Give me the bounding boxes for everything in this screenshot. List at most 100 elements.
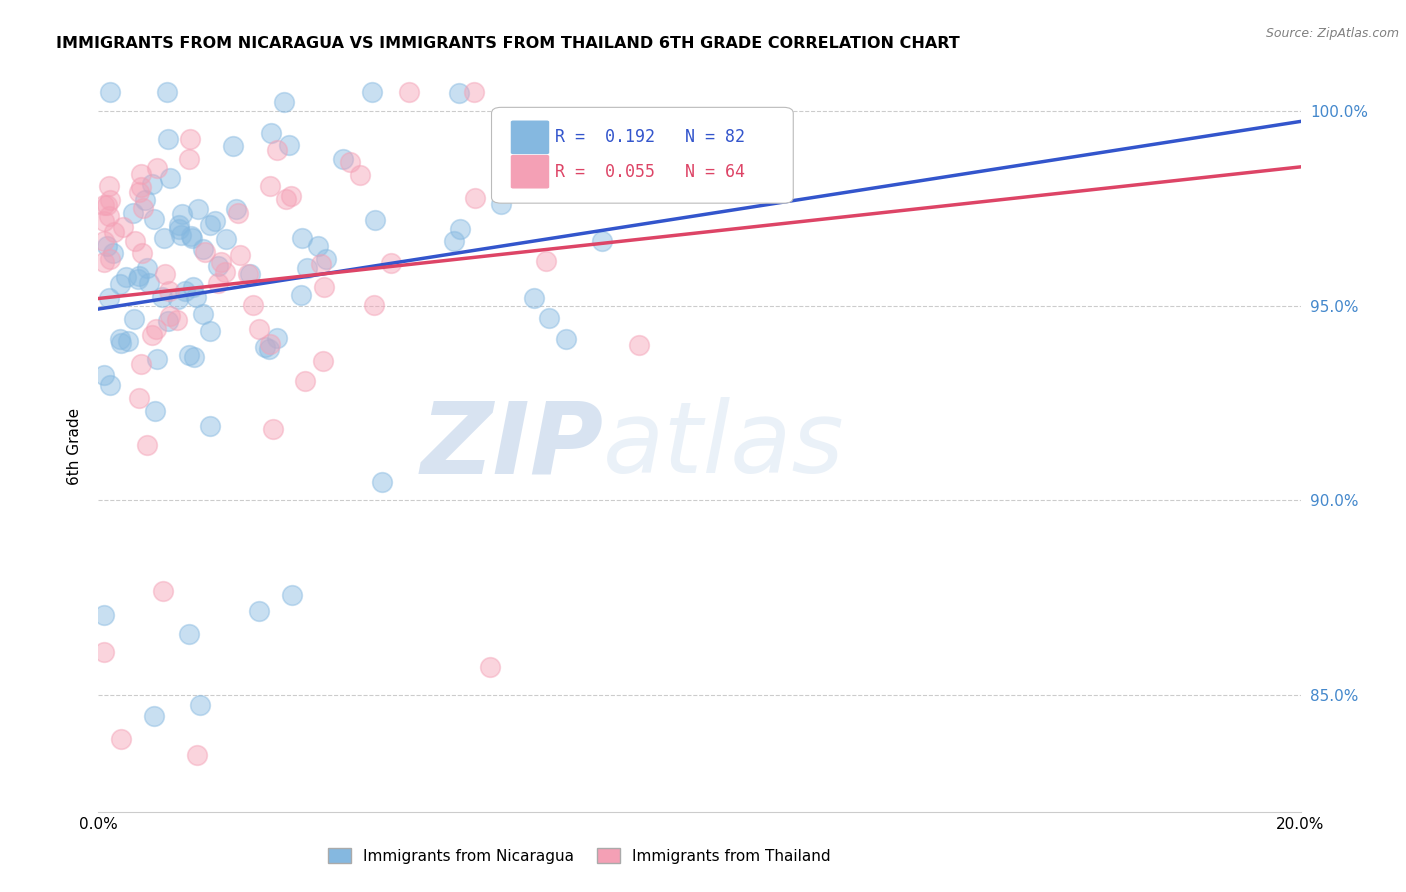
Point <box>188 698 211 713</box>
Point <box>128 391 150 405</box>
Point <box>177 626 200 640</box>
Point <box>128 186 150 200</box>
Point <box>141 177 163 191</box>
Text: R =  0.055   N = 64: R = 0.055 N = 64 <box>555 162 745 181</box>
Point <box>198 218 221 232</box>
Point <box>259 178 281 193</box>
Point <box>131 245 153 260</box>
Point <box>170 228 193 243</box>
Point <box>124 234 146 248</box>
Point <box>290 288 312 302</box>
Point <box>398 85 420 99</box>
Point <box>128 269 150 284</box>
Point <box>179 132 201 146</box>
Point <box>191 307 214 321</box>
Point <box>93 198 115 212</box>
Y-axis label: 6th Grade: 6th Grade <box>66 408 82 484</box>
Point <box>555 332 578 346</box>
Point <box>117 334 139 349</box>
Point <box>127 271 149 285</box>
Text: Source: ZipAtlas.com: Source: ZipAtlas.com <box>1265 27 1399 40</box>
Point <box>309 257 332 271</box>
Point <box>97 178 120 193</box>
Point <box>183 350 205 364</box>
Point <box>180 230 202 244</box>
Point <box>174 285 197 299</box>
Text: ZIP: ZIP <box>420 398 603 494</box>
Point <box>156 85 179 99</box>
Point <box>96 198 118 212</box>
Point <box>180 229 202 244</box>
Point <box>247 322 270 336</box>
Point <box>555 164 578 178</box>
Point <box>315 252 337 266</box>
Point <box>447 86 470 100</box>
Legend: Immigrants from Nicaragua, Immigrants from Thailand: Immigrants from Nicaragua, Immigrants fr… <box>322 842 837 870</box>
Point <box>93 645 115 659</box>
Point <box>181 279 204 293</box>
Point <box>129 357 152 371</box>
Point <box>273 95 295 109</box>
Point <box>194 244 217 259</box>
Point <box>136 260 159 275</box>
Point <box>184 290 207 304</box>
Point <box>314 279 336 293</box>
Point <box>266 143 288 157</box>
Point <box>247 604 270 618</box>
Point <box>112 220 135 235</box>
Point <box>98 194 121 208</box>
Point <box>259 342 281 356</box>
Point <box>187 202 209 216</box>
Point <box>225 202 247 216</box>
Point <box>98 85 121 99</box>
Point <box>134 193 156 207</box>
Point <box>167 292 190 306</box>
Point <box>215 232 238 246</box>
Point <box>138 276 160 290</box>
Point <box>157 131 180 145</box>
Point <box>142 709 165 723</box>
Point <box>291 231 314 245</box>
Point <box>146 352 169 367</box>
Point <box>242 298 264 312</box>
FancyBboxPatch shape <box>492 107 793 203</box>
Point <box>209 254 232 268</box>
Point <box>153 268 176 282</box>
Point <box>627 337 650 351</box>
Point <box>228 248 250 262</box>
Point <box>150 290 173 304</box>
FancyBboxPatch shape <box>510 155 550 188</box>
Point <box>101 246 124 260</box>
Point <box>207 277 229 291</box>
Point <box>93 607 115 622</box>
Point <box>207 259 229 273</box>
Point <box>349 168 371 182</box>
Point <box>332 152 354 166</box>
Point <box>103 225 125 239</box>
Point <box>295 260 318 275</box>
Point <box>136 438 159 452</box>
Point <box>307 239 329 253</box>
Point <box>179 152 201 166</box>
Point <box>146 161 169 175</box>
Point <box>159 170 181 185</box>
Point <box>214 265 236 279</box>
Point <box>145 322 167 336</box>
Point <box>260 126 283 140</box>
Point <box>124 311 146 326</box>
Point <box>222 138 245 153</box>
Point <box>312 354 335 368</box>
Point <box>132 201 155 215</box>
Point <box>262 422 284 436</box>
Point <box>129 167 152 181</box>
Point <box>253 340 276 354</box>
Point <box>204 214 226 228</box>
Point <box>93 254 115 268</box>
Point <box>108 332 131 346</box>
Point <box>167 219 190 233</box>
Point <box>380 256 402 270</box>
Point <box>364 212 387 227</box>
Point <box>141 327 163 342</box>
Point <box>159 309 181 323</box>
Point <box>153 231 176 245</box>
